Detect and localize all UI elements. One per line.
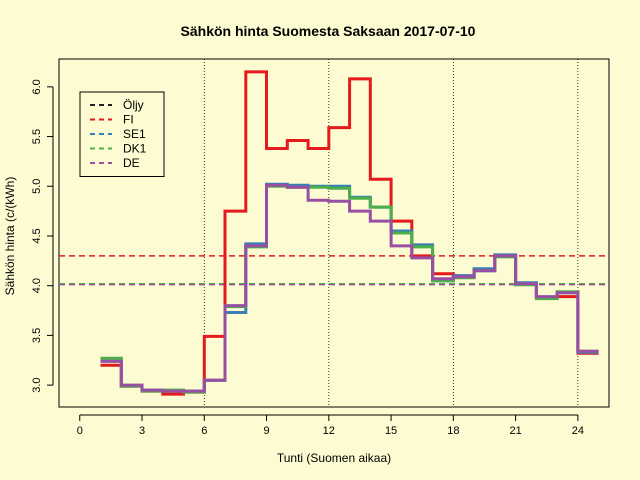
y-tick-label: 4.0 <box>31 278 43 293</box>
x-tick-label: 18 <box>447 425 459 437</box>
legend-entry: FI <box>123 113 134 127</box>
x-tick-label: 21 <box>509 425 521 437</box>
x-tick-label: 6 <box>201 425 207 437</box>
legend-entry: DE <box>123 156 140 170</box>
x-tick-label: 0 <box>77 425 83 437</box>
x-tick-label: 12 <box>323 425 335 437</box>
y-tick-label: 4.5 <box>31 228 43 243</box>
series-line-de <box>100 183 599 393</box>
x-tick-label: 24 <box>572 425 584 437</box>
plot-area: 0 3 6 9 12 15 18 21 24 3.0 3.5 4.0 4.5 5.0 5.5 6.0 <box>31 58 610 437</box>
y-axis-label: Sähkön hinta (c/(kWh) <box>3 177 17 296</box>
x-tick-label: 3 <box>139 425 145 437</box>
x-tick-label: 15 <box>385 425 397 437</box>
y-tick-label: 5.5 <box>31 129 43 144</box>
y-tick-label: 5.0 <box>31 179 43 194</box>
y-tick-label: 6.0 <box>31 79 43 94</box>
x-axis-label: Tunti (Suomen aikaa) <box>277 451 391 465</box>
x-tick-label: 9 <box>263 425 269 437</box>
legend-entry: Öljy <box>123 98 144 112</box>
y-tick-label: 3.5 <box>31 328 43 343</box>
legend-entry: DK1 <box>123 142 147 156</box>
plot-frame <box>58 58 610 408</box>
legend-box <box>79 91 165 177</box>
legend-entry: SE1 <box>123 127 146 141</box>
y-tick-label: 3.0 <box>31 377 43 392</box>
chart-title: Sähkön hinta Suomesta Saksaan 2017-07-10 <box>181 23 476 39</box>
